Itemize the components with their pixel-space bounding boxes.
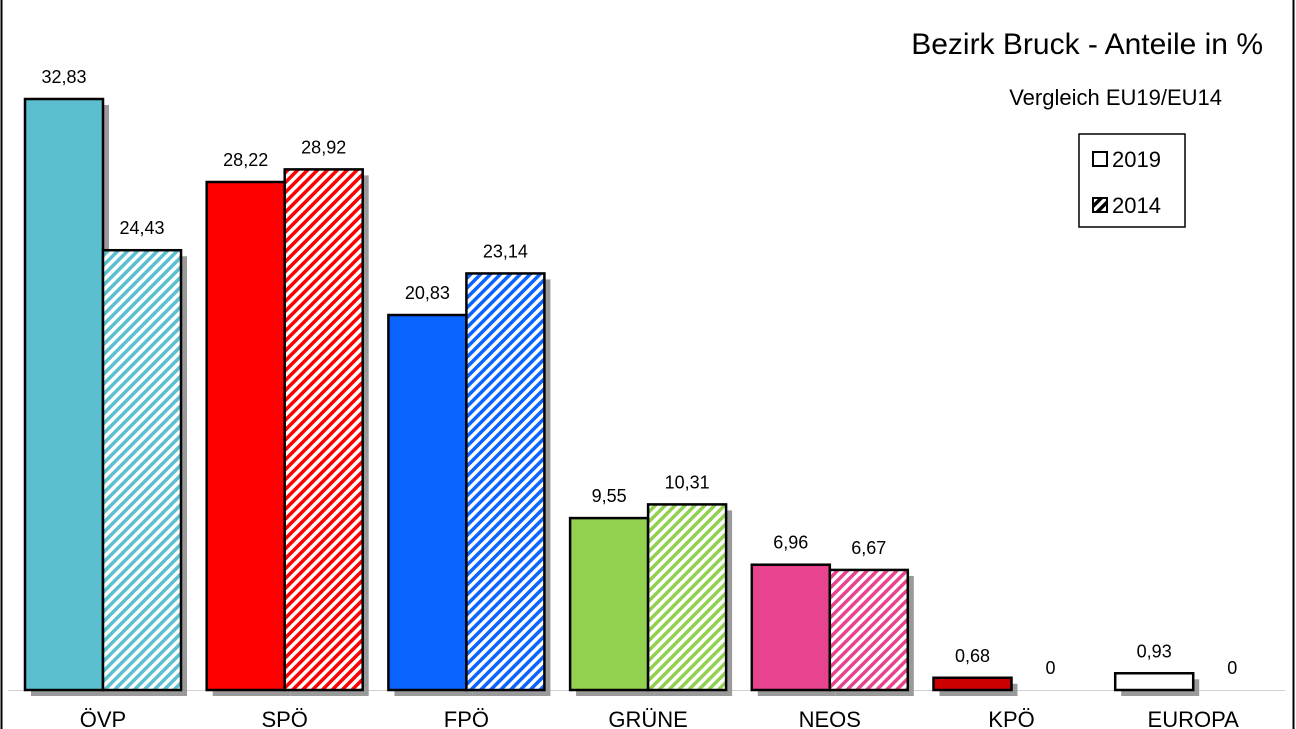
category-label-spö: SPÖ	[261, 707, 307, 729]
bar-neos-2014	[828, 568, 910, 692]
bar-grüne-2014	[646, 503, 728, 692]
chart-title: Bezirk Bruck - Anteile in %	[911, 28, 1263, 61]
bar-övp-2019	[23, 97, 105, 692]
value-label-spö-2019: 28,22	[223, 150, 268, 170]
value-label-övp-2019: 32,83	[41, 67, 86, 87]
legend-swatch-2019	[1092, 151, 1108, 167]
category-label-neos: NEOS	[799, 707, 861, 729]
legend-label-2019: 2019	[1112, 147, 1161, 172]
value-label-neos-2014: 6,67	[851, 538, 886, 558]
value-label-fpö-2019: 20,83	[405, 283, 450, 303]
bar-europa-2019	[1113, 672, 1195, 692]
bar-grüne-2019	[568, 516, 650, 692]
chart-subtitle: Vergleich EU19/EU14	[1009, 85, 1222, 110]
category-label-övp: ÖVP	[80, 707, 126, 729]
category-label-fpö: FPÖ	[444, 707, 489, 729]
legend-label-2014: 2014	[1112, 193, 1161, 218]
legend: 2019 2014	[1078, 133, 1186, 228]
category-label-europa: EUROPA	[1148, 707, 1240, 729]
bar-övp-2014	[101, 248, 183, 692]
bar-fpö-2014	[465, 272, 546, 692]
value-label-neos-2019: 6,96	[773, 533, 808, 553]
value-label-kpö-2014: 0	[1045, 658, 1055, 678]
value-label-grüne-2014: 10,31	[665, 472, 710, 492]
bar-spö-2014	[283, 168, 364, 692]
bars-layer	[8, 97, 1285, 697]
labels-layer: 32,83 24,43 ÖVP 28,22 28,92 SPÖ 20,83 23,14 FPÖ 9…	[41, 67, 1239, 729]
bar-kpö-2019	[932, 676, 1013, 692]
bar-neos-2019	[750, 563, 832, 692]
bar-spö-2019	[205, 180, 286, 692]
bar-fpö-2019	[387, 313, 468, 692]
value-label-grüne-2019: 9,55	[592, 486, 627, 506]
value-label-kpö-2019: 0,68	[955, 646, 990, 666]
category-label-grüne: GRÜNE	[608, 707, 687, 729]
value-label-övp-2014: 24,43	[119, 218, 164, 238]
legend-swatch-2014	[1092, 197, 1108, 213]
value-label-fpö-2014: 23,14	[483, 241, 528, 261]
category-label-kpö: KPÖ	[988, 707, 1034, 729]
value-label-europa-2014: 0	[1227, 658, 1237, 678]
value-label-spö-2014: 28,92	[301, 137, 346, 157]
value-label-europa-2019: 0,93	[1137, 641, 1172, 661]
